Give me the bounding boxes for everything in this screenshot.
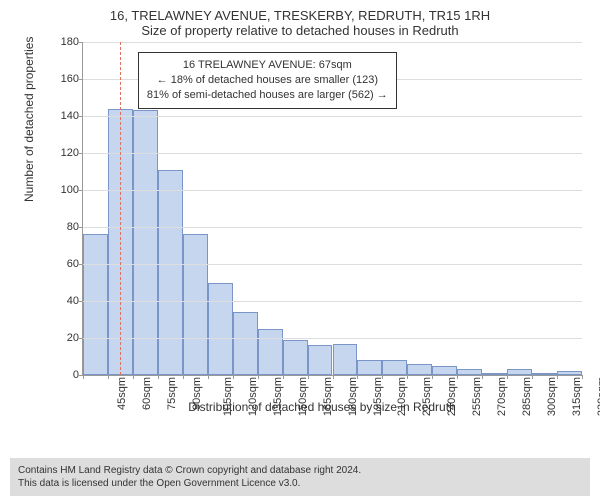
grid-line [83,338,582,339]
y-tick-mark [79,301,83,302]
histogram-bar [133,110,158,375]
histogram-bar [158,170,183,375]
y-tick-mark [79,116,83,117]
histogram-bar [283,340,308,375]
histogram-chart: 02040608010012014016018045sqm60sqm75sqm9… [82,42,582,376]
y-tick-mark [79,153,83,154]
chart-container: 16, TRELAWNEY AVENUE, TRESKERBY, REDRUTH… [0,0,600,500]
x-tick-mark [308,375,309,379]
y-tick-label: 100 [61,184,79,196]
x-axis-label: Distribution of detached houses by size … [62,400,582,414]
grid-line [83,153,582,154]
histogram-bar [333,344,358,375]
plot-area: Number of detached properties 0204060801… [62,42,582,412]
x-tick-mark [158,375,159,379]
title-line-2: Size of property relative to detached ho… [10,23,590,38]
histogram-bar [482,373,507,375]
histogram-bar [557,371,582,375]
x-tick-mark [507,375,508,379]
x-tick-mark [457,375,458,379]
annotation-line-3: 81% of semi-detached houses are larger (… [147,88,388,103]
y-tick-label: 20 [67,332,79,344]
histogram-bar [183,234,208,375]
x-tick-mark [582,375,583,379]
x-tick-mark [83,375,84,379]
x-tick-mark [183,375,184,379]
x-tick-mark [133,375,134,379]
y-tick-label: 60 [67,258,79,270]
histogram-bar [382,360,407,375]
histogram-bar [457,369,482,375]
x-tick-mark [407,375,408,379]
histogram-bar [308,345,333,375]
grid-line [83,227,582,228]
annotation-line-1: 16 TRELAWNEY AVENUE: 67sqm [147,58,388,73]
grid-line [83,190,582,191]
histogram-bar [507,369,532,375]
x-tick-mark [557,375,558,379]
grid-line [83,264,582,265]
histogram-bar [233,312,258,375]
y-tick-mark [79,190,83,191]
histogram-bar [432,366,457,375]
y-tick-mark [79,338,83,339]
grid-line [83,116,582,117]
x-tick-mark [432,375,433,379]
x-tick-label: 330sqm [596,377,600,416]
histogram-bar [407,364,432,375]
x-tick-mark [532,375,533,379]
x-tick-mark [482,375,483,379]
x-tick-mark [333,375,334,379]
x-tick-mark [208,375,209,379]
x-tick-mark [357,375,358,379]
y-axis-label: Number of detached properties [22,37,36,202]
y-tick-label: 180 [61,36,79,48]
y-tick-label: 160 [61,73,79,85]
footer-line-2: This data is licensed under the Open Gov… [18,477,582,490]
x-tick-mark [108,375,109,379]
x-tick-mark [258,375,259,379]
title-line-1: 16, TRELAWNEY AVENUE, TRESKERBY, REDRUTH… [10,8,590,23]
y-tick-label: 120 [61,147,79,159]
y-tick-mark [79,264,83,265]
annotation-line-2: ← 18% of detached houses are smaller (12… [147,73,388,88]
y-tick-mark [79,227,83,228]
footer-attribution: Contains HM Land Registry data © Crown c… [10,458,590,496]
y-tick-label: 40 [67,295,79,307]
y-tick-label: 140 [61,110,79,122]
histogram-bar [208,283,233,376]
y-tick-label: 80 [67,221,79,233]
y-tick-mark [79,79,83,80]
annotation-box: 16 TRELAWNEY AVENUE: 67sqm ← 18% of deta… [138,52,397,109]
histogram-bar [357,360,382,375]
x-tick-mark [382,375,383,379]
x-tick-mark [283,375,284,379]
grid-line [83,301,582,302]
histogram-bar [83,234,108,375]
y-tick-mark [79,42,83,43]
histogram-bar [532,373,557,375]
x-tick-mark [233,375,234,379]
grid-line [83,42,582,43]
property-marker-line [120,42,121,375]
histogram-bar [258,329,283,375]
footer-line-1: Contains HM Land Registry data © Crown c… [18,464,582,477]
y-tick-label: 0 [73,369,79,381]
